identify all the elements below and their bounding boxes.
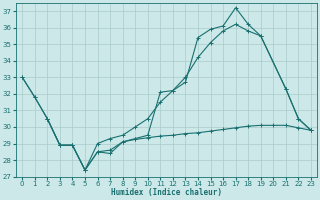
- X-axis label: Humidex (Indice chaleur): Humidex (Indice chaleur): [111, 188, 222, 197]
